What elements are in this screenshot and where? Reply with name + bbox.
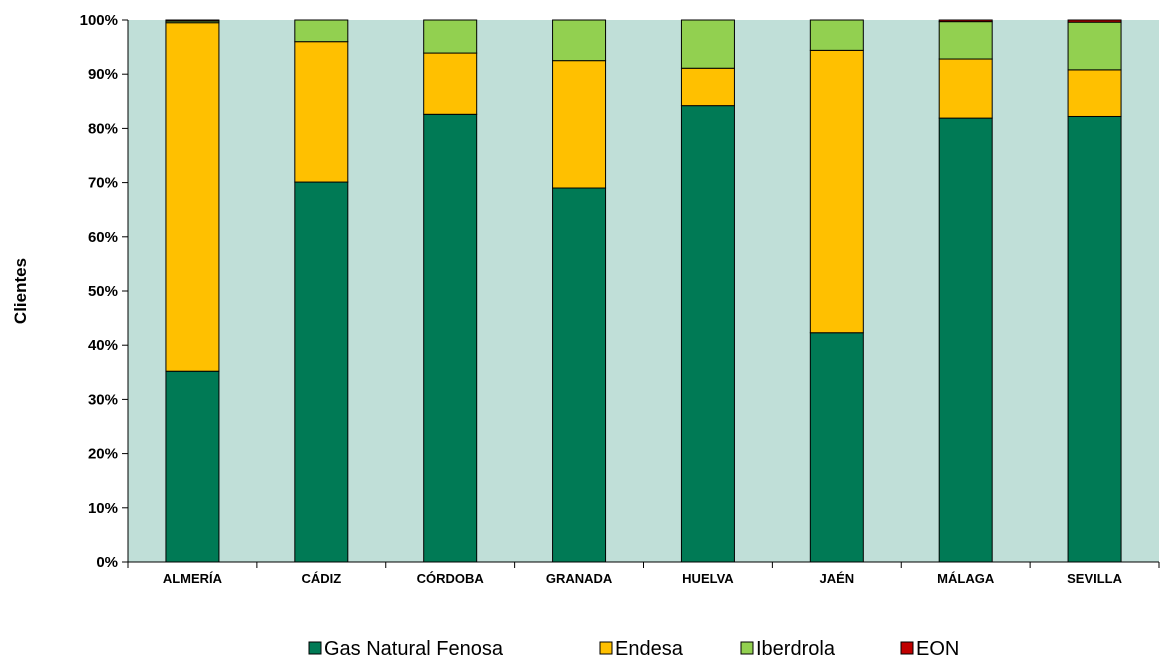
bar-segment: [294, 181, 349, 563]
legend: Gas Natural Fenosa Endesa Iberdrola EON: [308, 638, 959, 659]
legend-label: Iberdrola: [756, 638, 836, 659]
bar-segment: [294, 19, 349, 43]
y-tick-label: 0%: [96, 554, 118, 571]
bar-segment: [680, 67, 735, 107]
legend-item: Gas Natural Fenosa: [308, 638, 504, 659]
legend-item: Endesa: [599, 638, 684, 659]
bar-segment: [809, 49, 864, 334]
bar-segment: [680, 105, 735, 563]
y-axis-ticks: 0% 10% 20% 30% 40% 50% 60% 70% 80% 90% 100%: [80, 12, 128, 571]
bar-segment: [552, 60, 607, 189]
legend-label: Endesa: [615, 638, 684, 659]
bar-segment: [938, 19, 993, 23]
legend-swatch: [900, 641, 914, 655]
bar-segment: [1067, 115, 1122, 563]
bar-segment: [423, 113, 478, 563]
x-tick-label: MÁLAGA: [937, 571, 995, 586]
bar-segment: [423, 52, 478, 115]
x-tick-label: HUELVA: [682, 571, 734, 586]
x-tick-label: JAÉN: [819, 571, 854, 586]
bar-segment: [809, 19, 864, 51]
bar-segment: [294, 41, 349, 183]
y-tick-label: 100%: [80, 12, 118, 29]
bar-segment: [165, 22, 220, 372]
y-tick-label: 10%: [88, 500, 118, 517]
bar-segment: [1067, 19, 1122, 23]
x-tick-label: ALMERÍA: [163, 571, 223, 586]
y-tick-label: 60%: [88, 229, 118, 246]
bar-segment: [1067, 69, 1122, 117]
bar-segment: [680, 19, 735, 69]
x-tick-label: SEVILLA: [1067, 571, 1123, 586]
bar-segment: [165, 19, 220, 22]
bar-segment: [1067, 21, 1122, 71]
axes: [127, 20, 1160, 568]
bar-segment: [938, 58, 993, 119]
legend-swatch: [599, 641, 613, 655]
legend-swatch: [308, 641, 322, 655]
bar-segment: [552, 19, 607, 62]
y-tick-label: 70%: [88, 175, 118, 192]
bar-segment: [165, 370, 220, 563]
x-tick-label: CÓRDOBA: [417, 571, 485, 586]
bar-segment: [423, 19, 478, 54]
y-tick-label: 50%: [88, 283, 118, 300]
legend-item: EON: [900, 638, 959, 659]
bar-segment: [809, 332, 864, 563]
legend-swatch: [740, 641, 754, 655]
bar-segment: [552, 187, 607, 563]
legend-label: Gas Natural Fenosa: [324, 638, 504, 659]
x-tick-label: GRANADA: [546, 571, 613, 586]
legend-label: EON: [916, 638, 959, 659]
y-tick-label: 90%: [88, 66, 118, 83]
bars: [165, 19, 1122, 563]
legend-item: Iberdrola: [740, 638, 836, 659]
y-axis-title: Clientes: [11, 258, 30, 324]
bar-segment: [938, 21, 993, 60]
y-tick-label: 40%: [88, 337, 118, 354]
y-tick-label: 80%: [88, 120, 118, 137]
x-axis-labels: ALMERÍA CÁDIZ CÓRDOBA GRANADA HUELVA JAÉN MÁLA…: [163, 571, 1123, 586]
plot-area: [128, 20, 1159, 562]
y-tick-label: 20%: [88, 446, 118, 463]
bar-segment: [938, 117, 993, 563]
x-tick-label: CÁDIZ: [301, 571, 341, 586]
y-tick-label: 30%: [88, 391, 118, 408]
